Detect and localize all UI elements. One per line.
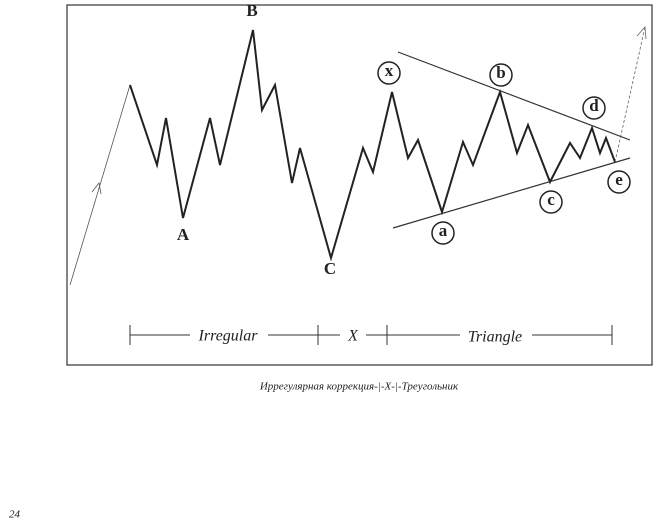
section-label: Irregular xyxy=(198,328,259,345)
label-circle xyxy=(377,61,401,85)
triangle-label: d xyxy=(589,96,599,115)
triangle-label: a xyxy=(439,221,448,240)
arrow xyxy=(636,26,647,40)
triangle-label: c xyxy=(547,190,555,209)
breakout-line xyxy=(614,26,646,163)
section-label: X xyxy=(347,328,359,345)
arrow xyxy=(91,182,102,195)
wave-label: C xyxy=(324,259,336,278)
wave-label: B xyxy=(246,1,257,20)
triangle-upper xyxy=(397,51,631,141)
label-circle xyxy=(431,221,455,245)
page-number: 24 xyxy=(9,509,21,521)
wave xyxy=(129,29,616,262)
label-circle xyxy=(489,63,513,87)
wave-label: A xyxy=(177,225,190,244)
label-circle xyxy=(539,190,563,214)
impulse-line xyxy=(69,84,131,286)
triangle-label: b xyxy=(496,63,505,82)
label-circle xyxy=(607,170,631,194)
section-ruler xyxy=(129,325,613,345)
triangle-lower xyxy=(392,157,631,229)
triangle-label: e xyxy=(615,170,623,189)
section-label: Triangle xyxy=(468,329,522,346)
figure-frame xyxy=(66,4,653,366)
label-circle xyxy=(582,96,606,120)
caption: Иррегулярная коррекция-|-X-|-Треугольник xyxy=(259,381,459,393)
triangle-label: x xyxy=(385,61,394,80)
